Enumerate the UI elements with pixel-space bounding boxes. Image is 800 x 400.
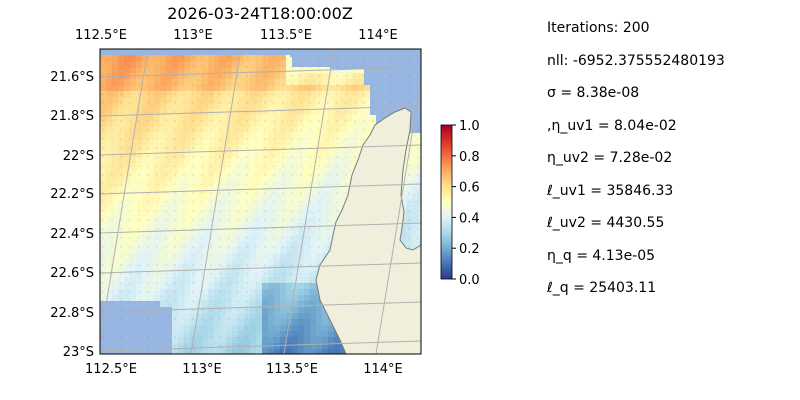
map-title: 2026-03-24T18:00:00Z — [167, 4, 353, 23]
lat-tick-label: 22°S — [63, 149, 94, 164]
colorbar-tick-label: 0.4 — [459, 211, 480, 226]
colorbar-tick-label: 1.0 — [459, 119, 480, 134]
parallel-line — [100, 66, 421, 78]
lon-tick-label: 114°E — [358, 28, 398, 43]
param-line: σ = 8.38e-08 — [547, 85, 640, 101]
lon-ticks-bottom: 112.5°E 113°E 113.5°E 114°E — [85, 362, 403, 377]
param-line: ,η_uv1 = 8.04e-02 — [547, 117, 677, 134]
lon-tick-label: 113°E — [182, 362, 222, 377]
colorbar — [440, 124, 453, 280]
param-line: nll: -6952.375552480193 — [547, 52, 725, 69]
lat-tick-label: 22.4°S — [50, 227, 94, 242]
land-mass — [315, 49, 421, 354]
param-line: ℓ_q = 25403.11 — [547, 280, 657, 296]
lon-tick-label: 113.5°E — [260, 28, 312, 43]
map-frame — [99, 48, 422, 355]
param-line: ℓ_uv1 = 35846.33 — [547, 182, 674, 199]
colorbar-tick-label: 0.6 — [459, 181, 480, 196]
lat-tick-label: 22.8°S — [50, 306, 94, 321]
param-line: ℓ_uv2 = 4430.55 — [547, 215, 665, 231]
lon-tick-label: 114°E — [363, 362, 403, 377]
meridian-line — [100, 49, 149, 345]
lon-tick-label: 113°E — [173, 28, 213, 43]
colorbar-ticks: 0.0 0.2 0.4 0.6 0.8 1.0 — [452, 119, 480, 288]
parallel-line — [100, 144, 421, 156]
lon-tick-label: 112.5°E — [75, 28, 127, 43]
parallel-line — [100, 222, 421, 234]
lat-ticks-left: 21.6°S 21.8°S 22°S 22.2°S 22.4°S 22.6°S 22.8°S… — [50, 70, 94, 360]
graticule — [100, 49, 421, 354]
lat-tick-label: 21.6°S — [50, 70, 94, 85]
colorbar-tick-label: 0.8 — [459, 150, 480, 165]
parallel-line — [100, 262, 421, 274]
parallel-line — [100, 183, 421, 195]
lat-tick-label: 22.6°S — [50, 266, 94, 281]
parallel-line — [100, 105, 421, 117]
lon-tick-label: 112.5°E — [85, 362, 137, 377]
colorbar-tick-label: 0.2 — [459, 242, 480, 257]
lat-tick-label: 21.8°S — [50, 109, 94, 124]
param-line: η_uv2 = 7.28e-02 — [547, 150, 673, 166]
parallel-line — [100, 301, 421, 313]
colorbar-tick-label: 0.0 — [459, 273, 480, 288]
lon-ticks-top: 112.5°E 113°E 113.5°E 114°E — [75, 28, 398, 43]
lat-tick-label: 23°S — [63, 345, 94, 360]
parallel-line — [100, 340, 421, 352]
meridian-line — [283, 49, 335, 354]
param-line: Iterations: 200 — [547, 20, 650, 36]
param-line: η_q = 4.13e-05 — [547, 247, 656, 264]
lat-tick-label: 22.2°S — [50, 187, 94, 202]
lon-tick-label: 113.5°E — [266, 362, 318, 377]
meridian-line — [190, 49, 242, 354]
